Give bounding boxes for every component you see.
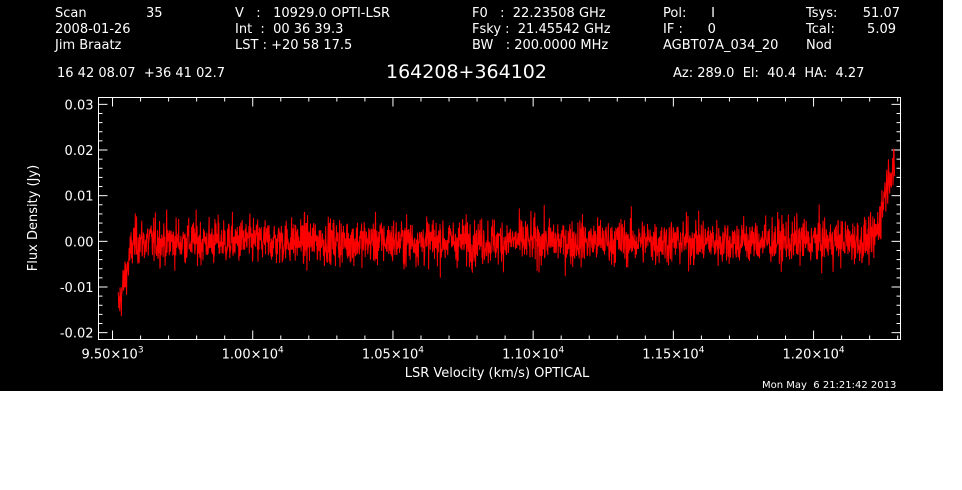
mode-label: Nod: [806, 38, 832, 53]
spectrum-trace: [117, 148, 896, 317]
sky-frequency-info: Fsky : 21.45542 GHz: [472, 22, 611, 37]
integration-info: Int : 00 36 39.3: [235, 22, 344, 37]
rest-frequency-info: F0 : 22.23508 GHz: [472, 6, 606, 21]
date-label: 2008-01-26: [55, 22, 131, 37]
y-tick-label: 0.01: [65, 190, 94, 205]
tcal-label: Tcal:: [806, 22, 835, 37]
observer-label: Jim Braatz: [55, 38, 122, 53]
spectrum-chart: 9.50×103 1.00×104 1.05×104 1.10×104 1.15×104…: [26, 97, 901, 381]
source-coordinates: 16 42 08.07 +36 41 02.7: [57, 66, 226, 81]
y-tick-label: -0.02: [60, 327, 94, 342]
tsys-value: 51.07: [862, 6, 900, 21]
x-tick-label: 1.05×104: [362, 346, 424, 363]
x-tick-label: 9.50×103: [81, 346, 143, 363]
y-tick-label: 0.03: [65, 98, 94, 113]
y-axis-label: Flux Density (Jy): [26, 165, 41, 271]
source-name: 164208+364102: [386, 61, 547, 83]
project-info: AGBT07A_034_20: [663, 38, 779, 53]
y-tick-label: 0.02: [65, 144, 94, 159]
x-tick-label: 1.20×104: [783, 346, 845, 363]
y-tick-label: 0.00: [65, 235, 94, 250]
az-el-ha-info: Az: 289.0 El: 40.4 HA: 4.27: [673, 66, 865, 81]
tsys-label: Tsys:: [806, 6, 838, 21]
lst-info: LST : +20 58 17.5: [235, 38, 353, 53]
bandwidth-info: BW : 200.0000 MHz: [472, 38, 609, 53]
polarization-info: Pol: I: [663, 6, 715, 21]
spectrum-panel: Scan 2008-01-26 Jim Braatz 35 V : 10929.…: [0, 0, 943, 391]
x-axis-label: LSR Velocity (km/s) OPTICAL: [405, 366, 590, 381]
plot-frame: [98, 97, 901, 340]
x-tick-label: 1.00×104: [222, 346, 284, 363]
if-info: IF : 0: [663, 22, 716, 37]
x-tick-label: 1.15×104: [642, 346, 704, 363]
x-tick-label: 1.10×104: [502, 346, 564, 363]
velocity-info: V : 10929.0 OPTI-LSR: [235, 6, 391, 21]
plot-timestamp: Mon May 6 21:21:42 2013: [762, 380, 897, 391]
scan-value: 35: [146, 6, 163, 21]
scan-label: Scan: [55, 6, 87, 21]
tcal-value: 5.09: [867, 22, 896, 37]
y-tick-label: -0.01: [60, 281, 94, 296]
